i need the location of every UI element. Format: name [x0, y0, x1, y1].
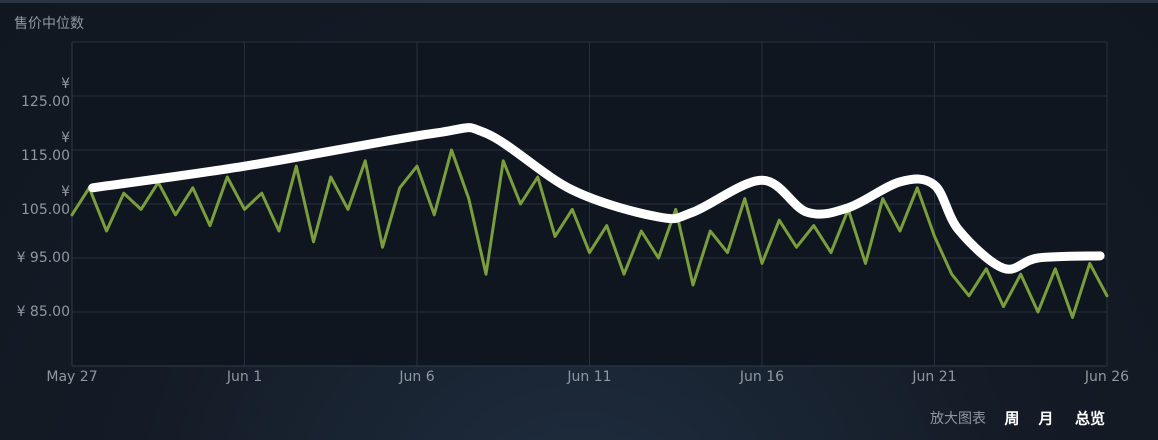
- zoom-label: 放大图表: [930, 411, 986, 427]
- x-tick-label: Jun 26: [1084, 369, 1129, 385]
- y-tick-label: ¥115.00: [21, 130, 70, 164]
- y-tick-label: ¥ 95.00: [17, 250, 70, 266]
- y-tick-label-part: 115.00: [21, 148, 70, 164]
- y-tick-label-part: 105.00: [21, 202, 70, 218]
- range-button[interactable]: 月: [1037, 410, 1053, 428]
- x-tick-label: May 27: [46, 369, 97, 385]
- x-tick-label: Jun 6: [398, 369, 434, 385]
- x-tick-label: Jun 21: [911, 369, 956, 385]
- top-border: [0, 0, 1158, 3]
- price-line: [70, 148, 1109, 319]
- grid: [71, 41, 1108, 367]
- series: [70, 123, 1109, 319]
- y-tick-label: ¥ 85.00: [17, 304, 70, 320]
- chart-title: 售价中位数: [14, 16, 84, 32]
- x-tick-label: Jun 11: [566, 369, 611, 385]
- y-tick-label: ¥105.00: [21, 184, 70, 218]
- range-buttons: 周月 总览: [1004, 410, 1105, 428]
- x-tick-label: Jun 16: [739, 369, 784, 385]
- range-button[interactable]: 总览: [1075, 410, 1105, 428]
- y-tick-label-part: ¥: [61, 130, 70, 146]
- x-tick-label: Jun 1: [226, 369, 262, 385]
- y-tick-label-part: ¥: [61, 184, 70, 200]
- y-tick-label: ¥125.00: [21, 76, 70, 110]
- range-button[interactable]: 周: [1004, 410, 1019, 428]
- y-tick-label-part: ¥: [61, 76, 70, 92]
- trend-line: [88, 123, 1105, 274]
- y-tick-label-part: 125.00: [21, 94, 70, 110]
